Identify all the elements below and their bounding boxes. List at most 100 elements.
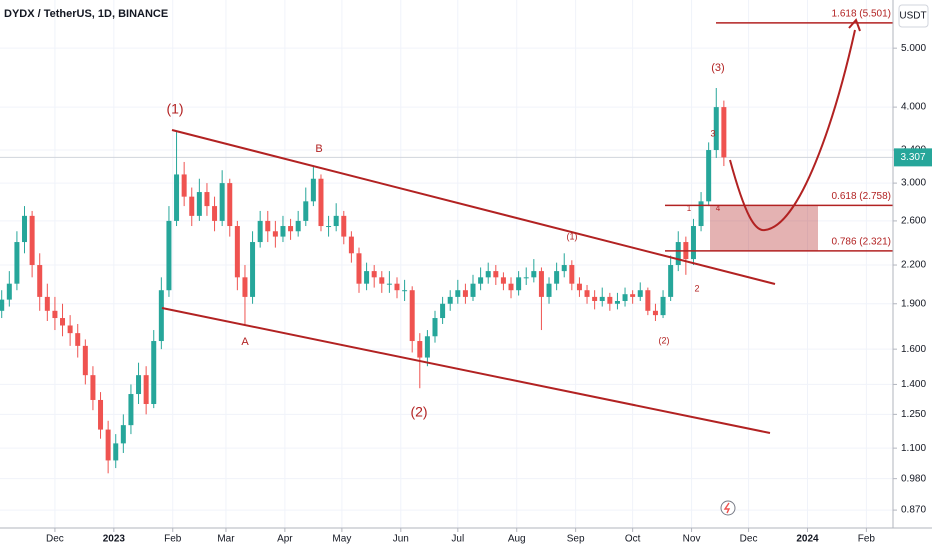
x-tick-label: Nov — [683, 534, 701, 545]
wave-label: (2) — [410, 404, 427, 420]
candle-body — [432, 318, 438, 337]
currency-label: USDT — [899, 11, 926, 22]
candles — [0, 88, 727, 474]
candle-body — [455, 290, 461, 297]
candle-body — [538, 271, 544, 297]
candle-body — [698, 201, 704, 227]
x-tick-label: Apr — [277, 534, 293, 545]
y-tick-label: 0.870 — [901, 505, 926, 516]
alert-icon[interactable] — [720, 500, 736, 516]
y-tick-label: 3.000 — [901, 178, 926, 189]
candle-body — [326, 226, 332, 228]
candle-body — [158, 290, 164, 342]
candle-body — [67, 325, 73, 334]
candle-body — [219, 183, 225, 221]
candle-body — [90, 375, 96, 400]
candle-body — [151, 341, 157, 405]
candle-body — [105, 429, 111, 461]
candle-body — [310, 178, 316, 202]
last-price-tag — [894, 148, 932, 167]
candle-body — [29, 215, 35, 266]
currency-box[interactable] — [898, 4, 929, 28]
candle-body — [22, 215, 28, 243]
candle-body — [630, 294, 636, 297]
alert-icon-glyph — [723, 502, 731, 514]
lower-channel-line — [161, 307, 771, 434]
candle-body — [554, 271, 560, 284]
candle-body — [348, 236, 354, 254]
x-tick-label: Feb — [164, 534, 182, 545]
axis-labels: 5.0004.0003.4003.0002.6002.2001.9001.600… — [46, 43, 932, 545]
candle-body — [478, 277, 484, 284]
x-tick-label: 2024 — [796, 534, 819, 545]
candle-body — [645, 290, 651, 311]
candle-body — [356, 253, 362, 284]
candle-body — [234, 226, 240, 278]
x-tick-label: Mar — [217, 534, 235, 545]
x-tick-label: Oct — [625, 534, 641, 545]
candle-body — [212, 206, 218, 221]
y-tick-label: 4.000 — [901, 102, 926, 113]
candle-body — [174, 174, 180, 221]
candle-body — [394, 283, 400, 291]
candle-body — [485, 271, 491, 278]
chart-title: DYDX / TetherUS, 1D, BINANCE — [4, 8, 168, 20]
candle-body — [14, 242, 20, 284]
candle-body — [675, 242, 681, 266]
y-tick-label: 1.600 — [901, 344, 926, 355]
candle-body — [136, 375, 142, 395]
candle-body — [204, 192, 210, 207]
candle-body — [143, 375, 149, 405]
candle-body — [37, 265, 43, 297]
x-tick-label: Jul — [451, 534, 464, 545]
candle-body — [660, 296, 666, 316]
candle-body — [272, 231, 278, 237]
candle-body — [493, 271, 499, 278]
projection-curve — [729, 29, 856, 232]
upper-channel-line — [171, 129, 776, 285]
wave-label: (3) — [711, 62, 724, 74]
candle-body — [227, 183, 233, 227]
target-zone — [710, 205, 818, 251]
candle-body — [265, 220, 271, 232]
candle-body — [82, 345, 88, 376]
y-tick-label: 1.100 — [901, 443, 926, 454]
candle-body — [599, 296, 605, 301]
candle-body — [52, 310, 58, 319]
y-tick-label: 5.000 — [901, 43, 926, 54]
candle-body — [288, 226, 294, 232]
candle-body — [417, 341, 423, 358]
y-tick-label: 0.980 — [901, 473, 926, 484]
candle-body — [280, 226, 286, 237]
wave-label: (1) — [567, 231, 578, 241]
candle-body — [371, 271, 377, 278]
candle-body — [181, 174, 187, 197]
candle-body — [6, 283, 12, 300]
candle-body — [516, 277, 522, 291]
wave-label: (1) — [166, 101, 183, 117]
candle-body — [113, 443, 119, 461]
wave-label: 2 — [694, 283, 699, 293]
candle-body — [470, 283, 476, 297]
candle-body — [652, 310, 658, 316]
candle-body — [546, 283, 552, 297]
candle-body — [424, 336, 430, 358]
candle-body — [409, 290, 415, 342]
y-tick-label: 2.200 — [901, 260, 926, 271]
candle-body — [98, 399, 104, 430]
candle-body — [462, 290, 468, 297]
x-tick-label: Feb — [858, 534, 876, 545]
candle-body — [120, 425, 126, 444]
candle-body — [508, 283, 514, 291]
candle-body — [690, 226, 696, 260]
wave-label: 4 — [716, 204, 721, 213]
candle-body — [440, 303, 446, 319]
candle-body — [614, 300, 620, 304]
x-tick-label: Aug — [508, 534, 526, 545]
candle-body — [0, 299, 5, 311]
candle-body — [364, 271, 370, 284]
candle-body — [379, 277, 385, 284]
candle-body — [523, 277, 529, 279]
candle-body — [257, 220, 263, 243]
